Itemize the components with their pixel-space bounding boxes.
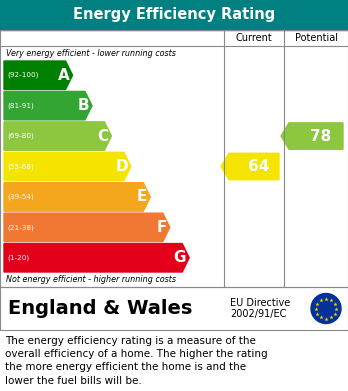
Text: Energy Efficiency Rating: Energy Efficiency Rating	[73, 7, 275, 23]
Text: (21-38): (21-38)	[7, 224, 34, 231]
Bar	[0, 287, 348, 330]
Text: E: E	[137, 189, 147, 204]
Text: The energy efficiency rating is a measure of the
overall efficiency of a home. T: The energy efficiency rating is a measur…	[5, 336, 268, 386]
Text: (39-54): (39-54)	[7, 194, 34, 200]
Text: Potential: Potential	[294, 33, 338, 43]
Polygon shape	[4, 183, 150, 211]
Text: Very energy efficient - lower running costs: Very energy efficient - lower running co…	[6, 50, 176, 59]
Polygon shape	[281, 123, 343, 149]
Text: Not energy efficient - higher running costs: Not energy efficient - higher running co…	[6, 274, 176, 283]
Polygon shape	[4, 213, 170, 242]
Text: C: C	[97, 129, 109, 143]
Text: F: F	[156, 220, 167, 235]
Polygon shape	[4, 122, 111, 150]
Bar	[0, 30, 348, 287]
Bar	[0, 0, 348, 30]
Text: 64: 64	[248, 159, 270, 174]
Polygon shape	[4, 152, 131, 181]
Polygon shape	[221, 153, 279, 180]
Text: 78: 78	[310, 129, 332, 143]
Text: B: B	[77, 98, 89, 113]
Text: (92-100): (92-100)	[7, 72, 38, 79]
Text: (1-20): (1-20)	[7, 255, 29, 261]
Text: (81-91): (81-91)	[7, 102, 34, 109]
Polygon shape	[4, 61, 73, 90]
Text: A: A	[58, 68, 70, 83]
Text: D: D	[115, 159, 128, 174]
Text: EU Directive
2002/91/EC: EU Directive 2002/91/EC	[230, 298, 290, 319]
Bar	[0, 30, 348, 287]
Text: England & Wales: England & Wales	[8, 299, 192, 318]
Circle shape	[311, 294, 341, 323]
Polygon shape	[4, 91, 92, 120]
Text: G: G	[174, 250, 186, 265]
Bar	[0, 287, 348, 330]
Text: Current: Current	[236, 33, 272, 43]
Polygon shape	[4, 244, 189, 272]
Text: (55-68): (55-68)	[7, 163, 34, 170]
Text: (69-80): (69-80)	[7, 133, 34, 139]
